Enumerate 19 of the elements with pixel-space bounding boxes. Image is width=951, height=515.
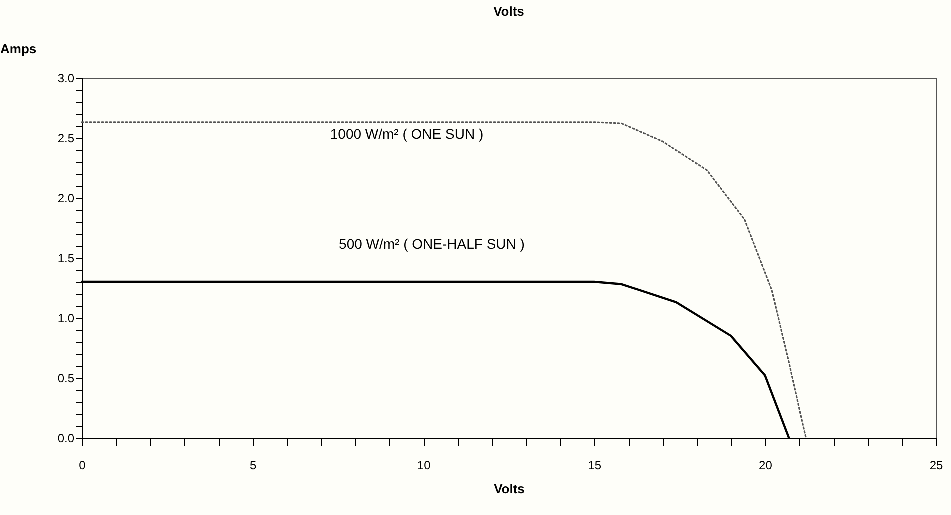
y-tick-label: 1.5 [58, 252, 75, 266]
chart-title: Volts [494, 4, 524, 19]
x-tick-label: 15 [588, 458, 602, 472]
x-tick-label: 10 [417, 458, 432, 472]
y-axis-title: Amps [0, 42, 37, 56]
line-series [81, 122, 807, 439]
annotation: 500 W/m² ( ONE-HALF SUN ) [339, 236, 525, 252]
x-tick-label: 5 [250, 458, 257, 472]
x-tick-label: 25 [930, 458, 944, 472]
x-tick-label: 0 [79, 458, 86, 472]
y-tick-label: 2.5 [58, 132, 75, 146]
y-tick-label: 2.0 [58, 192, 75, 206]
annotation: 1000 W/m² ( ONE SUN ) [330, 126, 484, 142]
x-tick-label: 20 [759, 458, 773, 472]
y-tick-label: 1.0 [58, 312, 75, 326]
y-tick-label: 3.0 [58, 72, 75, 86]
x-axis-title: Volts [494, 482, 525, 496]
y-tick-label: 0.0 [58, 432, 75, 446]
y-tick-label: 0.5 [58, 372, 75, 386]
